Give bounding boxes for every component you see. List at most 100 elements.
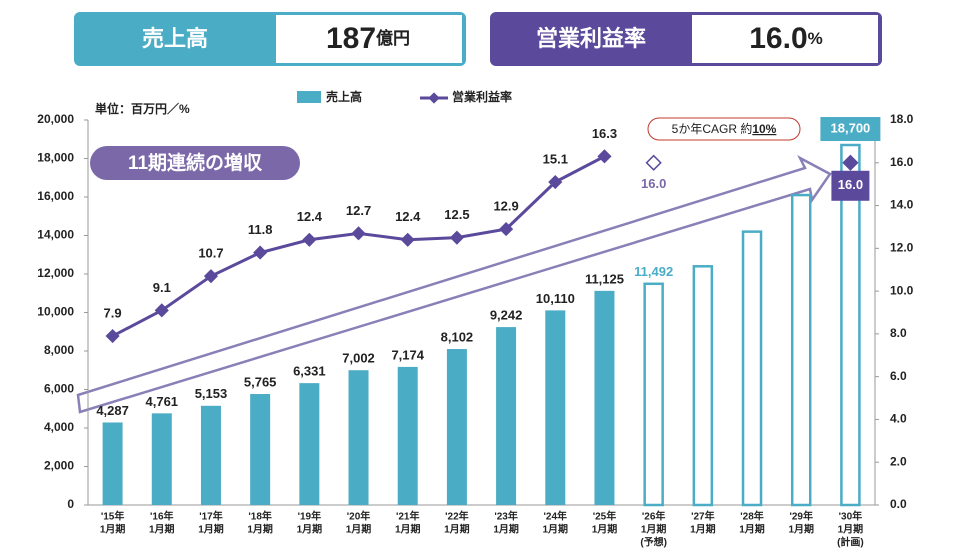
value-label: 6,331 xyxy=(293,364,326,379)
x-tick-label: 1月期 xyxy=(739,523,765,536)
value-label: 7,174 xyxy=(391,347,424,362)
value-label: 12.5 xyxy=(444,207,469,222)
bar xyxy=(594,290,615,505)
y-tick-label: 2,000 xyxy=(44,459,74,473)
x-tick-label: '18年 xyxy=(248,510,272,523)
x-tick-label: 1月期 xyxy=(788,523,814,536)
value-label: 12.7 xyxy=(346,203,371,218)
bar xyxy=(741,230,763,507)
kpi-unit: 億円 xyxy=(376,28,410,48)
value-label: 9.1 xyxy=(153,280,171,295)
x-tick-label: '28年 xyxy=(740,510,764,523)
line-marker xyxy=(400,232,415,247)
kpi-number: 187 xyxy=(326,22,376,55)
y2-tick-label: 16.0 xyxy=(890,155,914,169)
value-label: 9,242 xyxy=(490,308,523,323)
y-tick-label: 20,000 xyxy=(37,112,74,126)
cagr-emphasis: 10% xyxy=(752,122,776,136)
y2-tick-label: 12.0 xyxy=(890,241,914,255)
x-tick-label: '17年 xyxy=(199,510,223,523)
cagr-box xyxy=(647,117,801,141)
line-marker xyxy=(449,230,464,245)
x-tick-label: (予想) xyxy=(640,536,667,549)
x-tick-label: 1月期 xyxy=(690,523,716,536)
kpi-panel xyxy=(692,15,878,63)
x-tick-label: 1月期 xyxy=(543,523,569,536)
bar xyxy=(151,413,172,505)
badge-text: 11期連続の増収 xyxy=(128,151,263,174)
cagr-text: 5か年CAGR 約10% xyxy=(672,121,777,136)
kpi-number: 16.0 xyxy=(749,22,807,55)
x-tick-label: '20年 xyxy=(347,510,371,523)
x-tick-label: (計画) xyxy=(837,536,864,549)
badge xyxy=(90,146,300,180)
value-label: 11,125 xyxy=(585,271,624,286)
y-tick-label: 4,000 xyxy=(44,420,74,434)
y2-tick-label: 14.0 xyxy=(890,198,914,212)
value-label-box xyxy=(820,117,881,142)
bar xyxy=(348,370,369,505)
x-tick-label: 1月期 xyxy=(444,523,470,536)
bar xyxy=(496,327,517,505)
line-marker xyxy=(597,149,612,164)
line-marker xyxy=(842,154,859,171)
x-tick-label: 1月期 xyxy=(838,523,864,536)
legend-label: 売上高 xyxy=(326,89,362,104)
value-label: 7,002 xyxy=(342,351,375,366)
value-label: 7.9 xyxy=(104,305,122,320)
value-label: 16.0 xyxy=(838,177,863,192)
x-tick-label: 1月期 xyxy=(641,523,667,536)
value-label: 12.4 xyxy=(395,209,421,224)
bar xyxy=(692,265,714,507)
x-tick-label: '30年 xyxy=(839,510,863,523)
value-label: 10,110 xyxy=(536,291,575,306)
value-label: 18,700 xyxy=(831,120,871,135)
value-label: 5,153 xyxy=(195,386,228,401)
y-tick-label: 0 xyxy=(67,497,74,511)
bar xyxy=(200,405,221,505)
x-tick-label: '24年 xyxy=(544,510,568,523)
x-tick-label: '26年 xyxy=(642,510,666,523)
x-tick-label: 1月期 xyxy=(346,523,372,536)
y2-tick-label: 8.0 xyxy=(890,326,907,340)
x-tick-label: 1月期 xyxy=(493,523,519,536)
legend-swatch xyxy=(297,91,321,103)
kpi-unit: % xyxy=(808,29,823,48)
kpi-value: 187億円 xyxy=(326,22,410,55)
bar xyxy=(643,282,664,507)
x-tick-label: 1月期 xyxy=(100,523,126,536)
x-tick-label: '23年 xyxy=(494,510,518,523)
value-label: 8,102 xyxy=(441,329,474,344)
value-label: 4,761 xyxy=(146,394,179,409)
x-tick-label: '21年 xyxy=(396,510,420,523)
y2-tick-label: 6.0 xyxy=(890,369,907,383)
y-tick-label: 12,000 xyxy=(37,266,74,280)
bar xyxy=(397,366,418,505)
value-label: 15.1 xyxy=(543,151,568,166)
line-marker xyxy=(302,232,317,247)
value-label: 5,765 xyxy=(244,374,277,389)
y-tick-label: 8,000 xyxy=(44,343,74,357)
value-label: 12.9 xyxy=(493,199,518,214)
bar xyxy=(299,383,320,505)
y2-tick-label: 2.0 xyxy=(890,454,907,468)
value-label: 16.0 xyxy=(641,176,666,191)
x-tick-label: '27年 xyxy=(691,510,715,523)
x-tick-label: '25年 xyxy=(593,510,617,523)
x-tick-label: 1月期 xyxy=(592,523,618,536)
x-tick-label: 1月期 xyxy=(247,523,273,536)
y-tick-label: 18,000 xyxy=(37,151,74,165)
value-label: 11,492 xyxy=(634,264,673,279)
x-tick-label: 1月期 xyxy=(149,523,175,536)
line-marker xyxy=(645,154,662,171)
line-marker xyxy=(105,328,120,344)
legend-label: 営業利益率 xyxy=(452,89,512,104)
bar xyxy=(840,143,861,507)
y2-tick-label: 4.0 xyxy=(890,412,907,426)
line-marker xyxy=(154,303,169,318)
kpi-label: 売上高 xyxy=(142,26,208,51)
value-label-box xyxy=(831,170,870,201)
x-tick-label: '22年 xyxy=(445,510,469,523)
kpi-value: 16.0% xyxy=(749,22,823,55)
x-tick-label: '29年 xyxy=(789,510,813,523)
